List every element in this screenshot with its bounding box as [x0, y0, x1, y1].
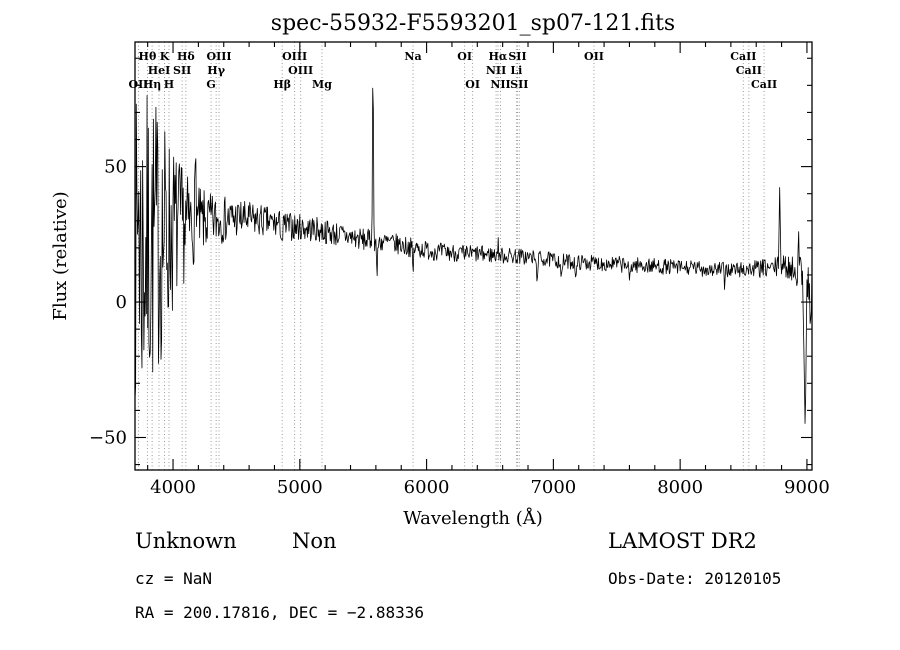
x-tick-label: 7000 [530, 477, 576, 498]
spectral-line-label: SII [508, 50, 526, 63]
spectral-line-label: OIII [207, 50, 232, 63]
y-axis-label: Flux (relative) [50, 191, 71, 320]
spectral-line-label: Mg [312, 78, 332, 91]
axis-tick-labels: 4000 5000 6000 7000 8000 9000 −50 0 50 [89, 157, 830, 498]
spectral-line-label: NII [486, 64, 506, 77]
spectral-line-label: SII [173, 64, 191, 77]
spectral-line-label: Li [510, 64, 522, 77]
spectral-line-label: Hα [489, 50, 508, 63]
spectral-line-label: Hθ [139, 50, 157, 63]
spectral-line-label: CaII [736, 64, 762, 77]
spectral-line-label: NII [490, 78, 510, 91]
spectral-line-label: Na [404, 50, 421, 63]
spectral-line-label: H [164, 78, 174, 91]
x-tick-label: 4000 [150, 477, 196, 498]
x-tick-label: 9000 [784, 477, 830, 498]
spectral-line-label: CaII [751, 78, 777, 91]
spectral-line-label: CaII [730, 50, 756, 63]
spectrum-trace [134, 87, 813, 424]
cz-value: cz = NaN [135, 569, 212, 588]
spectral-line-label: SII [510, 78, 528, 91]
spectral-line-label: Hδ [177, 50, 195, 63]
survey-label: LAMOST DR2 [608, 529, 757, 553]
x-tick-label: 6000 [404, 477, 450, 498]
x-tick-label: 8000 [657, 477, 703, 498]
spectral-line-label: OII [584, 50, 604, 63]
subclass-label: Non [292, 529, 337, 553]
spectral-line-label: OII [128, 78, 148, 91]
y-tick-label: 0 [116, 292, 127, 313]
spectral-line-label: OIII [282, 50, 307, 63]
obs-date: Obs-Date: 20120105 [608, 569, 781, 588]
spectral-line-label: G [206, 78, 215, 91]
y-tick-label: −50 [89, 427, 127, 448]
plot-frame [134, 41, 813, 471]
spectral-line-label: Hη [143, 78, 161, 91]
spectral-line-label: HeI [148, 64, 171, 77]
spectral-line-label: OI [457, 50, 472, 63]
plot-title: spec-55932-F5593201_sp07-121.fits [271, 11, 675, 36]
spectral-line-label: OI [465, 78, 480, 91]
y-tick-label: 50 [104, 157, 127, 178]
spectral-line-label: Hγ [207, 64, 225, 77]
x-axis-label: Wavelength (Å) [403, 507, 543, 529]
spectral-line-label: K [160, 50, 170, 63]
axis-ticks [135, 42, 812, 470]
class-label: Unknown [135, 529, 237, 553]
spectral-line-label: Hβ [273, 78, 291, 91]
spectrum-trace-group [134, 87, 813, 424]
coordinates: RA = 200.17816, DEC = −2.88336 [135, 603, 424, 622]
spectral-line-label: OIII [288, 64, 313, 77]
x-tick-label: 5000 [277, 477, 323, 498]
